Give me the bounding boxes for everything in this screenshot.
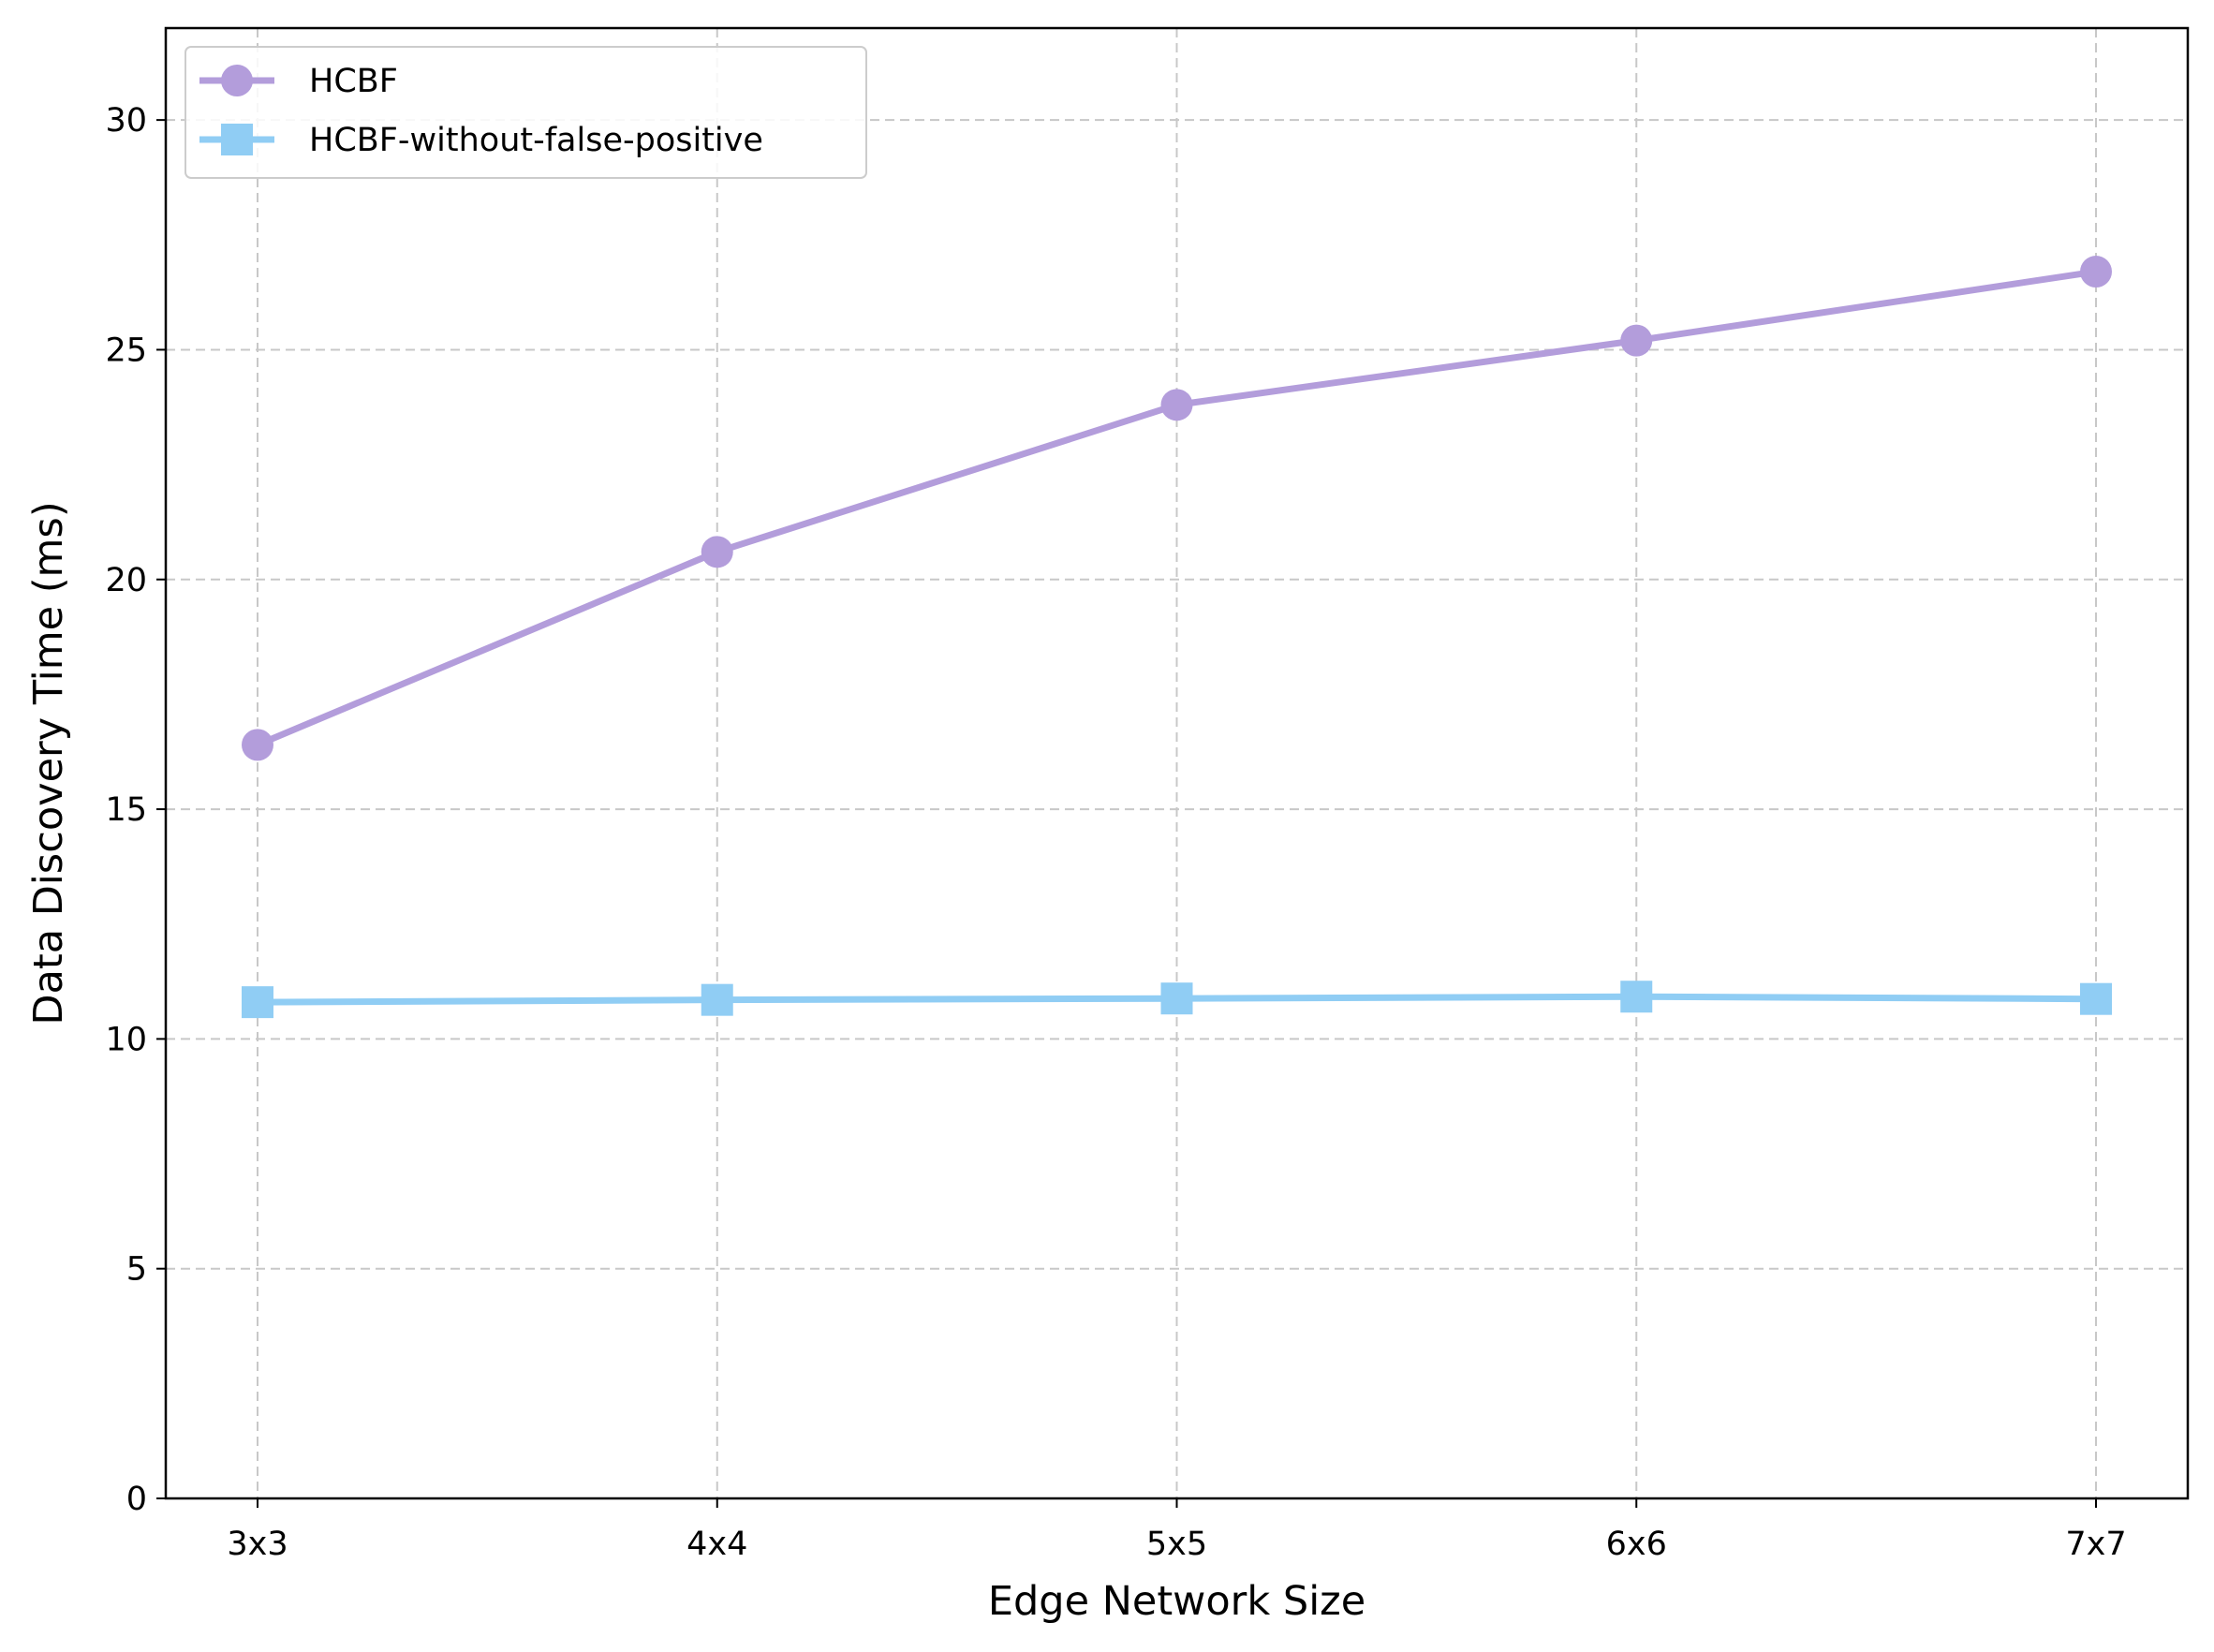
data-point: [2080, 982, 2112, 1015]
x-tick-label: 4x4: [686, 1526, 747, 1563]
x-tick-label: 5x5: [1146, 1526, 1207, 1563]
data-point: [701, 536, 733, 568]
y-tick-label: 15: [105, 791, 147, 829]
data-point: [242, 729, 273, 761]
legend-label: HCBF: [309, 63, 398, 100]
x-tick-label: 7x7: [2065, 1526, 2126, 1563]
y-tick-label: 30: [105, 102, 147, 140]
data-point: [242, 986, 273, 1019]
x-tick-label: 6x6: [1606, 1526, 1667, 1563]
legend-item: HCBF-without-false-positive: [199, 122, 763, 159]
legend-item: HCBF: [199, 63, 398, 100]
legend: HCBF HCBF-without-false-positive: [184, 46, 867, 179]
x-axis-title: Edge Network Size: [988, 1578, 1365, 1625]
y-tick-label: 20: [105, 562, 147, 599]
y-tick-label: 25: [105, 332, 147, 369]
y-tick-label: 5: [126, 1251, 147, 1289]
y-axis-title: Data Discovery Time (ms): [25, 501, 72, 1025]
legend-label: HCBF-without-false-positive: [309, 122, 763, 159]
data-point: [701, 983, 733, 1016]
series-1: [242, 256, 2112, 761]
series-layer: [242, 256, 2112, 1019]
legend-box: [184, 46, 867, 179]
data-point: [1160, 389, 1193, 421]
y-tick-label: 0: [126, 1481, 147, 1518]
data-point: [2080, 256, 2112, 288]
y-tick-label: 10: [105, 1021, 147, 1058]
legend-marker: [221, 65, 253, 96]
series-2: [242, 981, 2112, 1019]
data-point: [1620, 981, 1653, 1013]
x-tick-label: 3x3: [227, 1526, 288, 1563]
legend-marker: [221, 124, 253, 155]
data-point: [1620, 324, 1653, 357]
data-point: [1160, 982, 1193, 1015]
ticks: 3x3 4x4 5x5 6x6 7x7 0 5 10 15 20 25 30: [105, 102, 2126, 1563]
